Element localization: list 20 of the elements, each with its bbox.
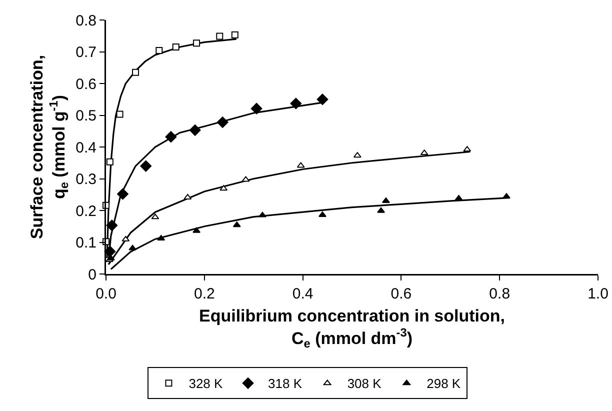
y-tick-label: 0.5 [76,108,96,124]
x-axis-title: Equilibrium concentration in solution, C$_{e}$ (mmol dm$^{-3}$) [199,306,505,350]
legend-label: 318 K [268,376,302,392]
legend-label: 328 K [188,376,224,392]
y-tick-label: 0.3 [76,171,96,188]
y-tick-label: 0.4 [76,139,96,156]
y-tick-label: 0.2 [76,202,96,220]
x-tick-label: 0.4 [292,286,314,302]
legend-label: 308 K [347,376,382,392]
x-tick-label: 0.6 [390,286,412,302]
x-tick-label: 0.2 [194,286,215,302]
y-tick-label: 0.1 [76,234,96,252]
legend-label: 298 K [426,376,461,392]
y-tick-label: 0.6 [76,76,96,93]
y-tick-label: 0.8 [76,12,96,30]
x-tick-label: 1.0 [588,286,608,302]
x-tick-label: 0.0 [96,286,116,302]
y-tick-label: 0.7 [76,44,96,61]
y-tick-label: 0 [88,266,96,284]
x-tick-label: 0.8 [489,286,510,302]
